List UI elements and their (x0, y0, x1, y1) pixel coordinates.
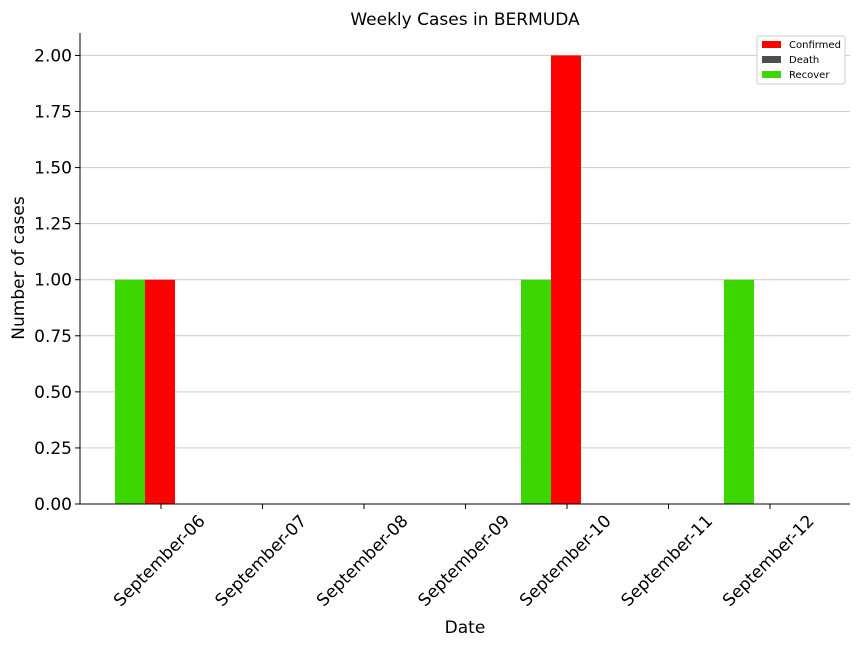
bar-confirmed-september-06 (145, 279, 175, 504)
legend-label-recover: Recover (789, 70, 830, 81)
bar-confirmed-september-10 (551, 55, 581, 505)
y-tick-label: 1.00 (34, 271, 72, 291)
x-tick-label: September-09 (415, 511, 514, 610)
x-axis-label: Date (445, 618, 486, 638)
x-tick-label: September-10 (516, 511, 615, 610)
y-axis-label: Number of cases (9, 196, 29, 340)
y-ticks: 0.00 0.25 0.50 0.75 1.00 1.25 1.50 1.75 2.00 (34, 46, 80, 515)
chart-title: Weekly Cases in BERMUDA (350, 10, 580, 30)
legend-swatch-death (762, 56, 781, 63)
legend-label-confirmed: Confirmed (789, 40, 841, 51)
legend-swatch-recover (762, 71, 781, 78)
bar-recover-september-12 (724, 279, 754, 504)
y-tick-label: 1.25 (34, 215, 72, 235)
gridlines (80, 54, 850, 449)
legend-swatch-confirmed (762, 41, 781, 48)
bar-recover-september-06 (115, 279, 145, 504)
y-tick-label: 0.75 (34, 327, 72, 347)
x-tick-label: September-08 (313, 511, 412, 610)
y-tick-label: 2.00 (34, 46, 72, 66)
x-tick-label: September-12 (719, 511, 818, 610)
y-tick-label: 0.25 (34, 439, 72, 459)
y-tick-label: 0.50 (34, 383, 72, 403)
x-tick-label: September-06 (110, 511, 209, 610)
y-tick-label: 0.00 (34, 495, 72, 515)
bar-recover-september-10 (521, 279, 551, 504)
y-tick-label: 1.50 (34, 159, 72, 179)
x-ticks: September-06 September-07 September-08 Sept… (110, 504, 819, 611)
legend-label-death: Death (789, 55, 819, 66)
x-tick-label: September-11 (618, 511, 717, 610)
x-tick-label: September-07 (212, 511, 311, 610)
bars (115, 55, 754, 505)
y-tick-label: 1.75 (34, 103, 72, 123)
legend: Confirmed Death Recover (756, 35, 846, 85)
